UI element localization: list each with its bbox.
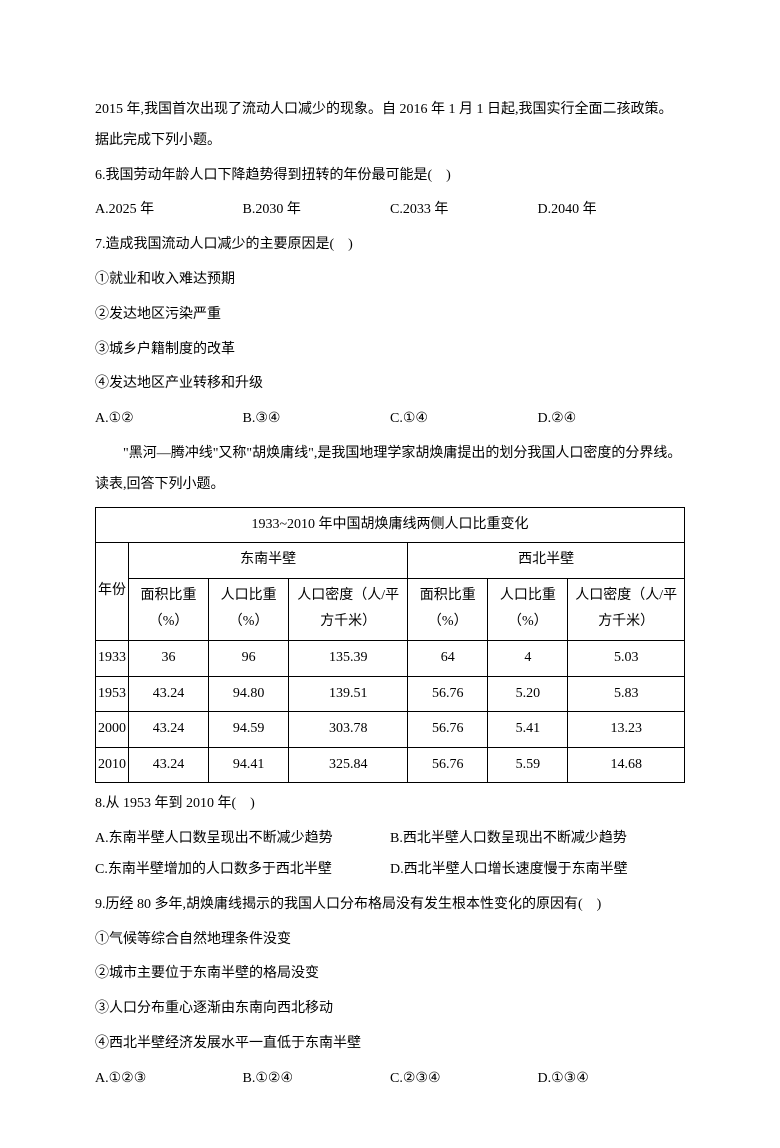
q7-opt-a[interactable]: A.①②: [95, 404, 243, 435]
table-title-row: 1933~2010 年中国胡焕庸线两侧人口比重变化: [96, 507, 685, 543]
q7-opt-d[interactable]: D.②④: [538, 404, 686, 435]
q8-opt-b[interactable]: B.西北半壁人口数呈现出不断减少趋势: [390, 824, 685, 855]
cell: 56.76: [408, 676, 488, 712]
q9-opt-b[interactable]: B.①②④: [243, 1064, 391, 1095]
cell: 5.03: [568, 640, 685, 676]
q9-opt-a[interactable]: A.①②③: [95, 1064, 243, 1095]
q8-options: A.东南半壁人口数呈现出不断减少趋势 B.西北半壁人口数呈现出不断减少趋势 C.…: [95, 824, 685, 886]
table-row: 1953 43.24 94.80 139.51 56.76 5.20 5.83: [96, 676, 685, 712]
cell: 135.39: [289, 640, 408, 676]
cell-year: 2010: [96, 747, 129, 783]
cell: 43.24: [129, 712, 209, 748]
q9-opt-c[interactable]: C.②③④: [390, 1064, 538, 1095]
cell: 325.84: [289, 747, 408, 783]
q8-stem: 8.从 1953 年到 2010 年( ): [95, 789, 685, 820]
cell: 96: [209, 640, 289, 676]
q7-item-2: ②发达地区污染严重: [95, 300, 685, 331]
cell-year: 1953: [96, 676, 129, 712]
table-row: 2010 43.24 94.41 325.84 56.76 5.59 14.68: [96, 747, 685, 783]
q9-item-1: ①气候等综合自然地理条件没变: [95, 925, 685, 956]
q7-opt-b[interactable]: B.③④: [243, 404, 391, 435]
q7-item-1: ①就业和收入难达预期: [95, 265, 685, 296]
cell: 13.23: [568, 712, 685, 748]
cell: 64: [408, 640, 488, 676]
q6-opt-c[interactable]: C.2033 年: [390, 195, 538, 226]
th-group-nw: 西北半壁: [408, 543, 685, 579]
cell: 36: [129, 640, 209, 676]
cell: 56.76: [408, 712, 488, 748]
q6-stem: 6.我国劳动年龄人口下降趋势得到扭转的年份最可能是( ): [95, 161, 685, 192]
q6-opt-d[interactable]: D.2040 年: [538, 195, 686, 226]
table-row: 2000 43.24 94.59 303.78 56.76 5.41 13.23: [96, 712, 685, 748]
q9-opt-d[interactable]: D.①③④: [538, 1064, 686, 1095]
cell: 139.51: [289, 676, 408, 712]
q9-item-4: ④西北半壁经济发展水平一直低于东南半壁: [95, 1029, 685, 1060]
q7-item-3: ③城乡户籍制度的改革: [95, 335, 685, 366]
cell-year: 1933: [96, 640, 129, 676]
cell-year: 2000: [96, 712, 129, 748]
table-group-row: 年份 东南半壁 西北半壁: [96, 543, 685, 579]
table-row: 1933 36 96 135.39 64 4 5.03: [96, 640, 685, 676]
q8-opt-d[interactable]: D.西北半壁人口增长速度慢于东南半壁: [390, 855, 685, 886]
th-den-nw: 人口密度（人/平方千米）: [568, 578, 685, 640]
cell: 14.68: [568, 747, 685, 783]
th-pop-nw: 人口比重（%）: [488, 578, 568, 640]
q8-opt-a[interactable]: A.东南半壁人口数呈现出不断减少趋势: [95, 824, 390, 855]
q7-options: A.①② B.③④ C.①④ D.②④: [95, 404, 685, 435]
cell: 94.80: [209, 676, 289, 712]
cell: 5.20: [488, 676, 568, 712]
q6-opt-b[interactable]: B.2030 年: [243, 195, 391, 226]
cell: 5.83: [568, 676, 685, 712]
th-year: 年份: [96, 543, 129, 641]
th-group-se: 东南半壁: [129, 543, 408, 579]
page: 2015 年,我国首次出现了流动人口减少的现象。自 2016 年 1 月 1 日…: [0, 0, 780, 1148]
cell: 303.78: [289, 712, 408, 748]
q9-stem: 9.历经 80 多年,胡焕庸线揭示的我国人口分布格局没有发生根本性变化的原因有(…: [95, 890, 685, 921]
table-title: 1933~2010 年中国胡焕庸线两侧人口比重变化: [96, 507, 685, 543]
q7-opt-c[interactable]: C.①④: [390, 404, 538, 435]
q9-item-2: ②城市主要位于东南半壁的格局没变: [95, 959, 685, 990]
cell: 94.41: [209, 747, 289, 783]
th-area-nw: 面积比重（%）: [408, 578, 488, 640]
cell: 4: [488, 640, 568, 676]
intro-paragraph-1: 2015 年,我国首次出现了流动人口减少的现象。自 2016 年 1 月 1 日…: [95, 95, 685, 157]
table-header-row: 面积比重（%） 人口比重（%） 人口密度（人/平方千米） 面积比重（%） 人口比…: [96, 578, 685, 640]
cell: 94.59: [209, 712, 289, 748]
q9-options: A.①②③ B.①②④ C.②③④ D.①③④: [95, 1064, 685, 1095]
cell: 5.41: [488, 712, 568, 748]
intro-paragraph-2: "黑河—腾冲线"又称"胡焕庸线",是我国地理学家胡焕庸提出的划分我国人口密度的分…: [95, 439, 685, 501]
cell: 43.24: [129, 676, 209, 712]
q7-item-4: ④发达地区产业转移和升级: [95, 369, 685, 400]
cell: 56.76: [408, 747, 488, 783]
q6-opt-a[interactable]: A.2025 年: [95, 195, 243, 226]
th-pop-se: 人口比重（%）: [209, 578, 289, 640]
q8-opt-c[interactable]: C.东南半壁增加的人口数多于西北半壁: [95, 855, 390, 886]
data-table: 1933~2010 年中国胡焕庸线两侧人口比重变化 年份 东南半壁 西北半壁 面…: [95, 507, 685, 784]
cell: 5.59: [488, 747, 568, 783]
q6-options: A.2025 年 B.2030 年 C.2033 年 D.2040 年: [95, 195, 685, 226]
q7-stem: 7.造成我国流动人口减少的主要原因是( ): [95, 230, 685, 261]
cell: 43.24: [129, 747, 209, 783]
q9-item-3: ③人口分布重心逐渐由东南向西北移动: [95, 994, 685, 1025]
th-area-se: 面积比重（%）: [129, 578, 209, 640]
th-den-se: 人口密度（人/平方千米）: [289, 578, 408, 640]
